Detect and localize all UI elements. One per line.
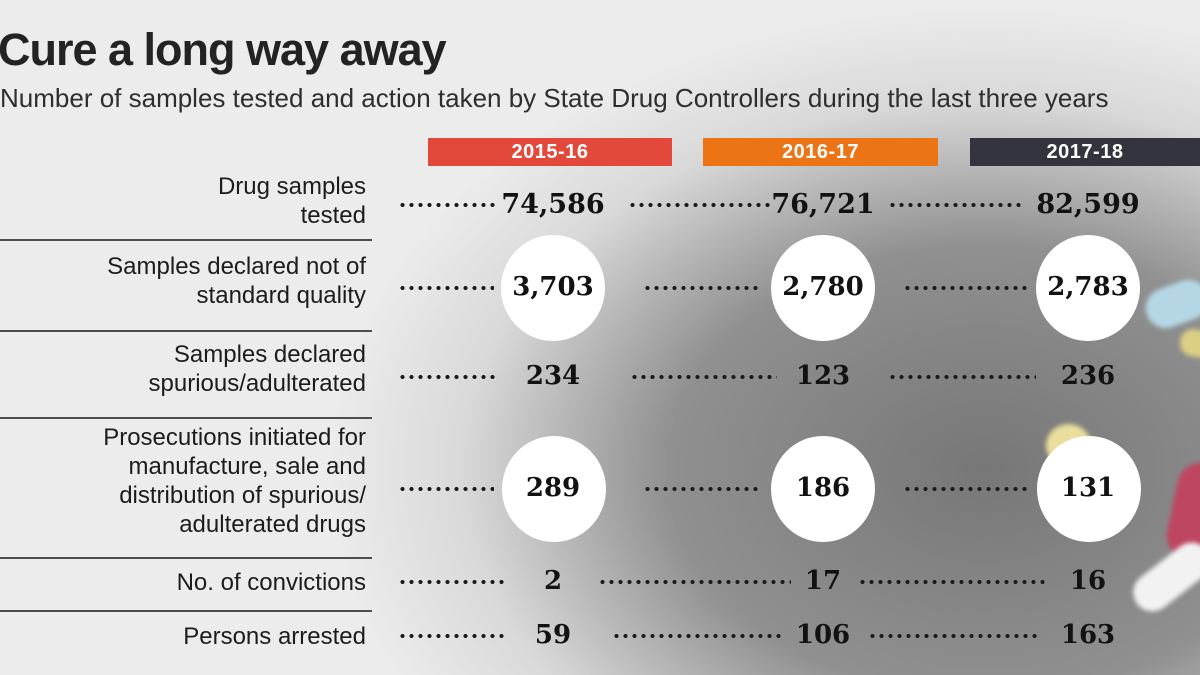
row-label: Samples declared spurious/adulterated	[148, 341, 366, 397]
row-label: Samples declared not of standard quality	[107, 253, 366, 309]
column-header-2016-17: 2016-17	[703, 138, 938, 166]
row-divider	[0, 330, 372, 332]
dotted-leader	[888, 203, 1023, 207]
table-row: Drug samples tested 74,586 76,721 82,599	[0, 170, 1200, 242]
row-divider	[0, 417, 372, 419]
value-circle	[1037, 436, 1141, 542]
value-circle	[502, 436, 606, 542]
dotted-leader	[612, 634, 782, 638]
row-label: Prosecutions initiated for manufacture, …	[103, 424, 366, 538]
value-cell: 186	[795, 473, 851, 503]
value-circle	[771, 235, 875, 341]
table-row: Samples declared not of standard quality…	[0, 235, 1200, 341]
value-cell: 16	[1069, 566, 1107, 596]
dotted-leader	[398, 203, 498, 207]
column-header-label: 2016-17	[782, 140, 859, 163]
page-title: Cure a long way away	[0, 24, 447, 75]
row-label: Drug samples tested	[217, 173, 366, 229]
dotted-leader	[628, 203, 773, 207]
value-cell: 236	[1060, 361, 1116, 391]
dotted-leader	[398, 286, 494, 290]
page-subtitle: Number of samples tested and action take…	[0, 83, 1109, 113]
dotted-leader	[903, 487, 1028, 491]
value-cell: 106	[795, 620, 851, 650]
dotted-leader	[398, 375, 498, 379]
row-divider	[0, 557, 372, 559]
dotted-leader	[398, 634, 508, 638]
value-cell: 289	[525, 473, 581, 503]
value-circle	[771, 436, 875, 542]
dotted-leader	[643, 487, 761, 491]
value-circle	[501, 235, 605, 341]
dotted-leader	[598, 580, 791, 584]
table-row: Samples declared spurious/adulterated 23…	[0, 338, 1200, 418]
column-header-label: 2015-16	[511, 140, 589, 163]
dotted-leader	[868, 634, 1040, 638]
row-divider	[0, 610, 372, 612]
dotted-leader	[858, 580, 1046, 584]
dotted-leader	[903, 286, 1028, 290]
dotted-leader	[888, 375, 1036, 379]
value-circle	[1036, 235, 1140, 341]
row-label: No. of convictions	[176, 569, 366, 596]
column-header-2015-16: 2015-16	[428, 138, 672, 166]
value-cell: 234	[525, 361, 581, 391]
value-cell: 17	[804, 566, 842, 596]
value-cell: 3,703	[512, 272, 594, 302]
column-header-label: 2017-18	[1046, 140, 1124, 163]
row-divider	[0, 239, 372, 241]
dotted-leader	[630, 375, 777, 379]
value-cell: 163	[1060, 620, 1116, 650]
value-cell: 76,721	[771, 189, 875, 220]
value-cell: 2,783	[1047, 272, 1129, 302]
value-cell: 74,586	[501, 189, 605, 220]
table-row: Persons arrested 59 106 163	[0, 612, 1200, 662]
value-cell: 2	[543, 566, 563, 596]
value-cell: 123	[795, 361, 851, 391]
dotted-leader	[398, 580, 508, 584]
row-label: Persons arrested	[183, 623, 366, 650]
value-cell: 131	[1060, 473, 1116, 503]
table-row: No. of convictions 2 17 16	[0, 560, 1200, 608]
value-cell: 59	[534, 620, 572, 650]
dotted-leader	[643, 286, 761, 290]
value-cell: 82,599	[1036, 189, 1140, 220]
column-header-2017-18: 2017-18	[970, 138, 1200, 166]
dotted-leader	[398, 487, 494, 491]
table-row: Prosecutions initiated for manufacture, …	[0, 420, 1200, 555]
value-cell: 2,780	[782, 272, 864, 302]
